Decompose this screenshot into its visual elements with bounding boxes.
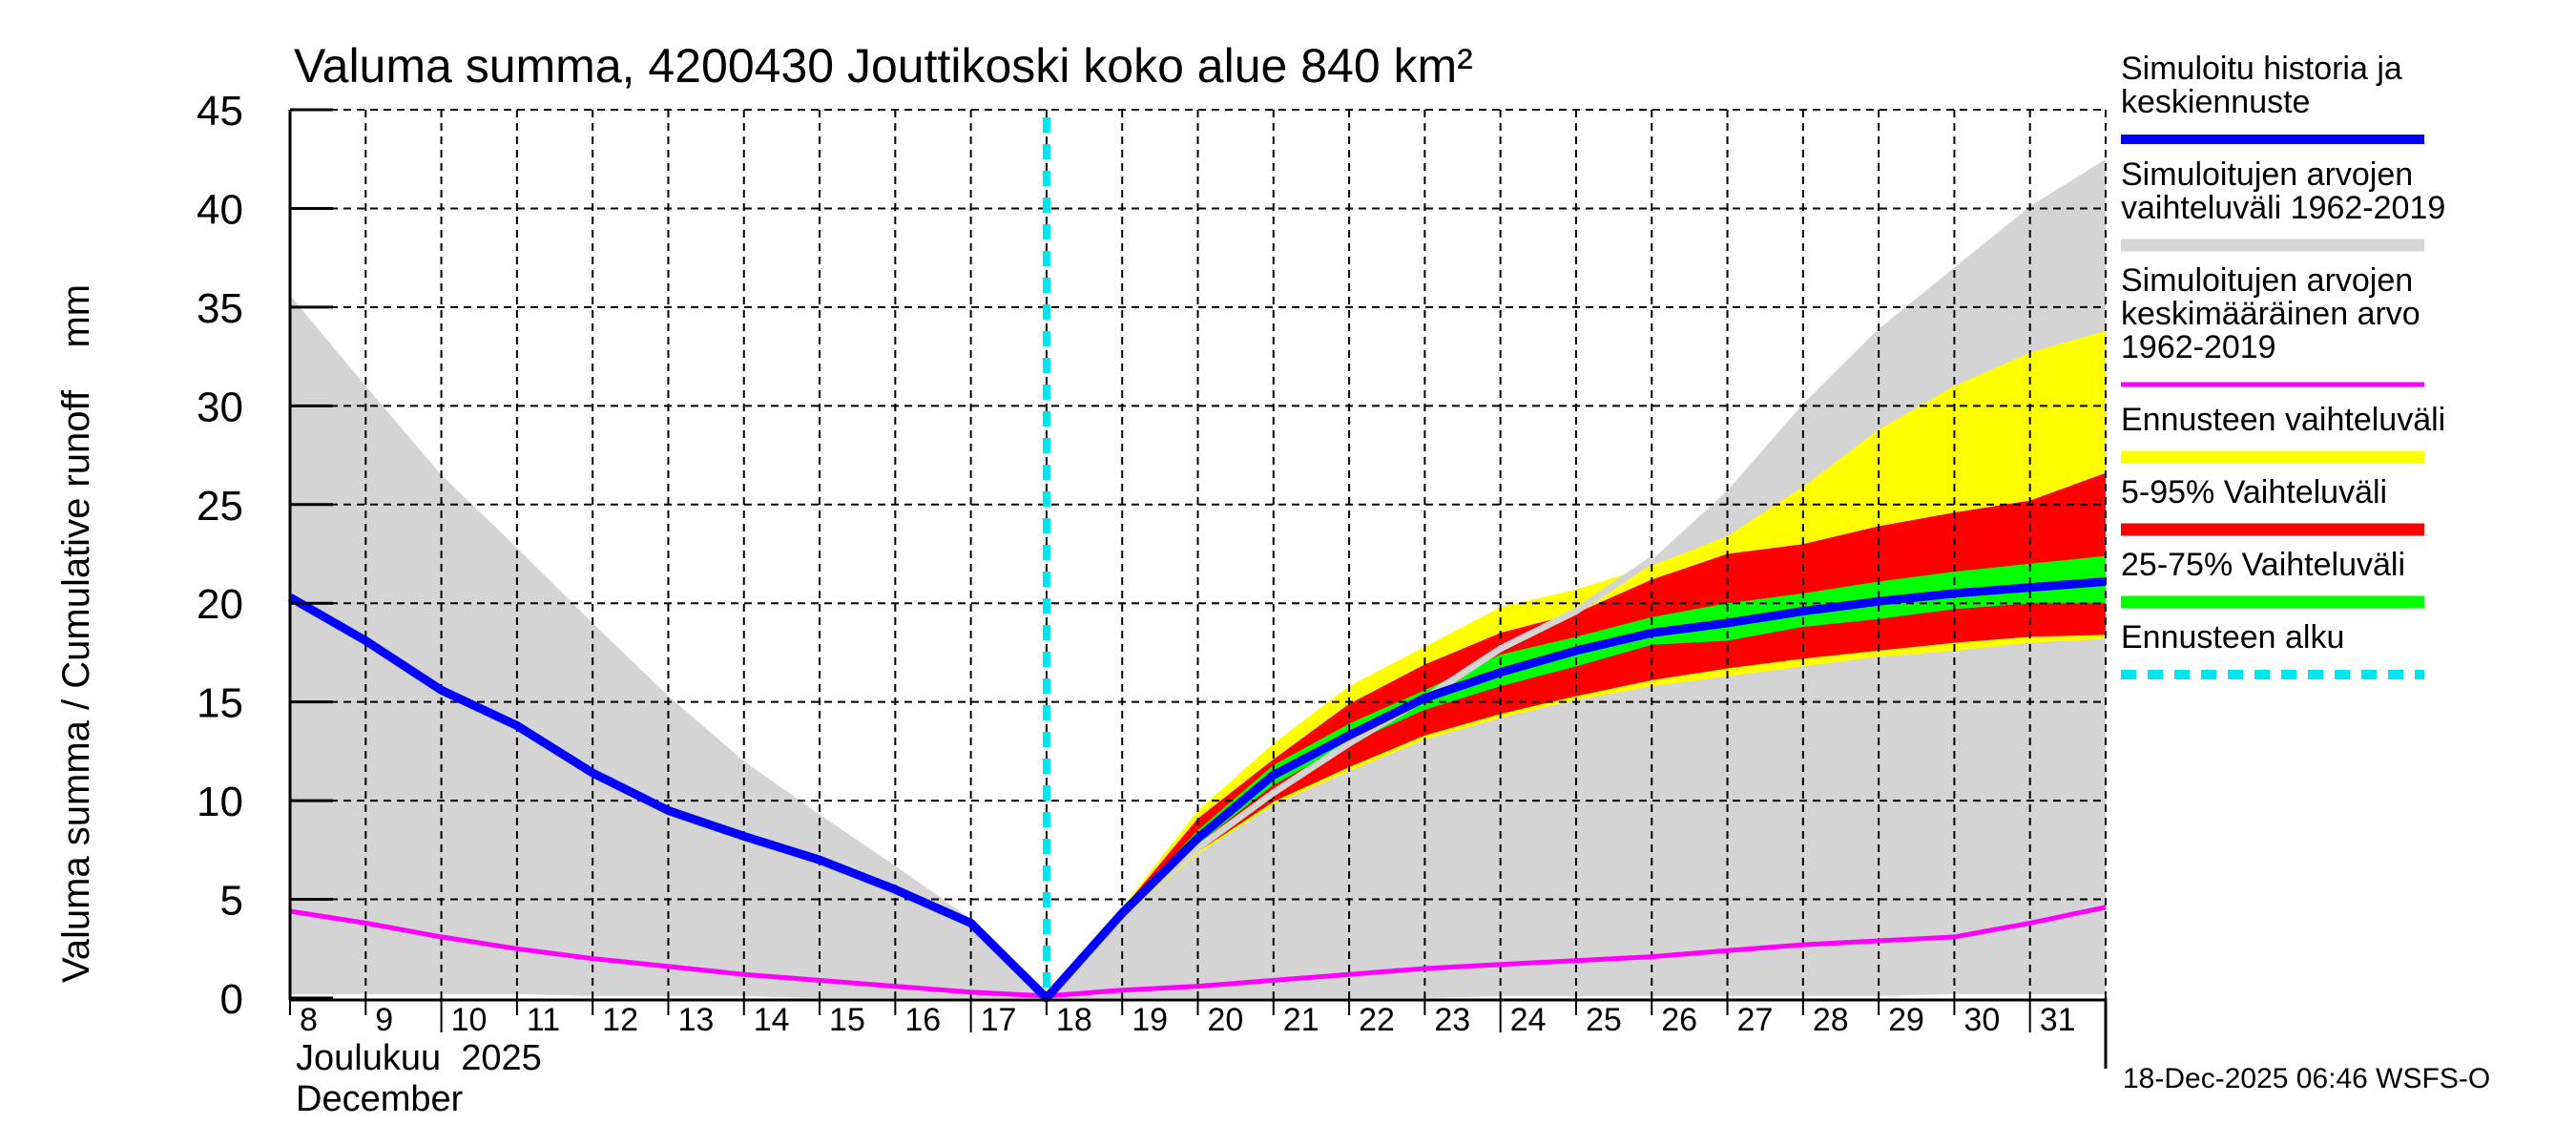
x-tick-labels: 8 9 10 11 12 13 14 15 16 17 18 19 20 21 22 23 24 25 26 27 28…: [300, 1002, 2076, 1038]
y-axis-label: Valuma summa / Cumulative runoff mm: [55, 284, 97, 983]
history-forecast-line: [287, 577, 2107, 1003]
x-tick-label: 10: [451, 1002, 488, 1038]
legend-label: keskiennuste: [2121, 84, 2310, 120]
lines-layer: [287, 117, 2107, 1003]
x-tick-label: 18: [1056, 1002, 1092, 1038]
legend-label: 1962-2019: [2121, 329, 2276, 365]
axes-layer: [288, 108, 2108, 1069]
timestamp: 18-Dec-2025 06:46 WSFS-O: [2123, 1063, 2490, 1094]
x-tick-label: 17: [981, 1002, 1017, 1038]
legend-swatch: [2121, 135, 2424, 144]
legend-item-p25-75: 25-75% Vaihteluväli: [2121, 547, 2424, 609]
y-tick-label: 0: [220, 976, 243, 1023]
y-tick-label: 40: [197, 186, 243, 233]
legend-item-forecast-range: Ennusteen vaihteluväli: [2121, 402, 2445, 464]
legend-swatch: [2121, 450, 2424, 464]
y-tick-label: 15: [197, 680, 243, 727]
legend: Simuloitu historia jakeskiennusteSimuloi…: [2121, 51, 2445, 679]
y-tick-label: 5: [220, 878, 243, 925]
x-tick-label: 24: [1510, 1002, 1547, 1038]
x-tick-label: 14: [754, 1002, 790, 1038]
x-tick-label: 20: [1208, 1002, 1244, 1038]
legend-label: keskimääräinen arvo: [2121, 296, 2420, 332]
x-tick-label: 21: [1283, 1002, 1319, 1038]
x-tick-label: 31: [2040, 1002, 2076, 1038]
x-tick-label: 16: [904, 1002, 941, 1038]
legend-item-p5-95: 5-95% Vaihteluväli: [2121, 474, 2424, 536]
legend-item-forecast-start: Ennusteen alku: [2121, 619, 2424, 679]
x-tick-label: 8: [300, 1002, 318, 1038]
legend-swatch: [2121, 523, 2424, 536]
x-tick-label: 25: [1586, 1002, 1622, 1038]
legend-label: Simuloitujen arvojen: [2121, 156, 2413, 193]
x-tick-label: 28: [1813, 1002, 1849, 1038]
x-tick-label: 13: [677, 1002, 714, 1038]
x-tick-label: 23: [1434, 1002, 1470, 1038]
x-tick-label: 26: [1661, 1002, 1697, 1038]
x-tick-label: 22: [1359, 1002, 1395, 1038]
y-tick-label: 45: [197, 88, 243, 135]
y-tick-label: 25: [197, 483, 243, 530]
x-axis-month-label: Joulukuu 2025: [296, 1038, 542, 1078]
chart-title: Valuma summa, 4200430 Jouttikoski koko a…: [294, 39, 1473, 93]
x-tick-label: 29: [1888, 1002, 1924, 1038]
y-axis-label-group: Valuma summa / Cumulative runoff mm: [55, 284, 97, 983]
legend-label: 25-75% Vaihteluväli: [2121, 547, 2405, 583]
x-tick-label: 15: [829, 1002, 865, 1038]
legend-swatch: [2121, 239, 2424, 252]
hist-mean-line: [289, 905, 2107, 999]
x-tick-label: 9: [375, 1002, 393, 1038]
x-tick-label: 12: [602, 1002, 638, 1038]
y-tick-label: 30: [197, 384, 243, 430]
legend-label: vaihteluväli 1962-2019: [2121, 190, 2445, 226]
legend-label: Simuloitujen arvojen: [2121, 262, 2413, 299]
y-tick-labels: 0 5 10 15 20 25 30 35 40 45: [197, 88, 243, 1023]
y-tick-label: 10: [197, 779, 243, 825]
x-tick-label: 19: [1132, 1002, 1168, 1038]
x-tick-label: 30: [1963, 1002, 2000, 1038]
legend-label: 5-95% Vaihteluväli: [2121, 474, 2387, 510]
y-tick-label: 35: [197, 285, 243, 332]
legend-swatch: [2121, 382, 2424, 387]
x-tick-label: 11: [527, 1002, 560, 1038]
legend-swatch: [2121, 595, 2424, 609]
legend-label: Simuloitu historia ja: [2121, 51, 2402, 87]
legend-label: Ennusteen alku: [2121, 619, 2344, 656]
x-tick-label: 27: [1737, 1002, 1774, 1038]
x-axis-month-label-en: December: [296, 1079, 464, 1119]
legend-label: Ennusteen vaihteluväli: [2121, 402, 2445, 438]
hist-range-band: [290, 158, 2106, 998]
y-tick-label: 20: [197, 581, 243, 628]
